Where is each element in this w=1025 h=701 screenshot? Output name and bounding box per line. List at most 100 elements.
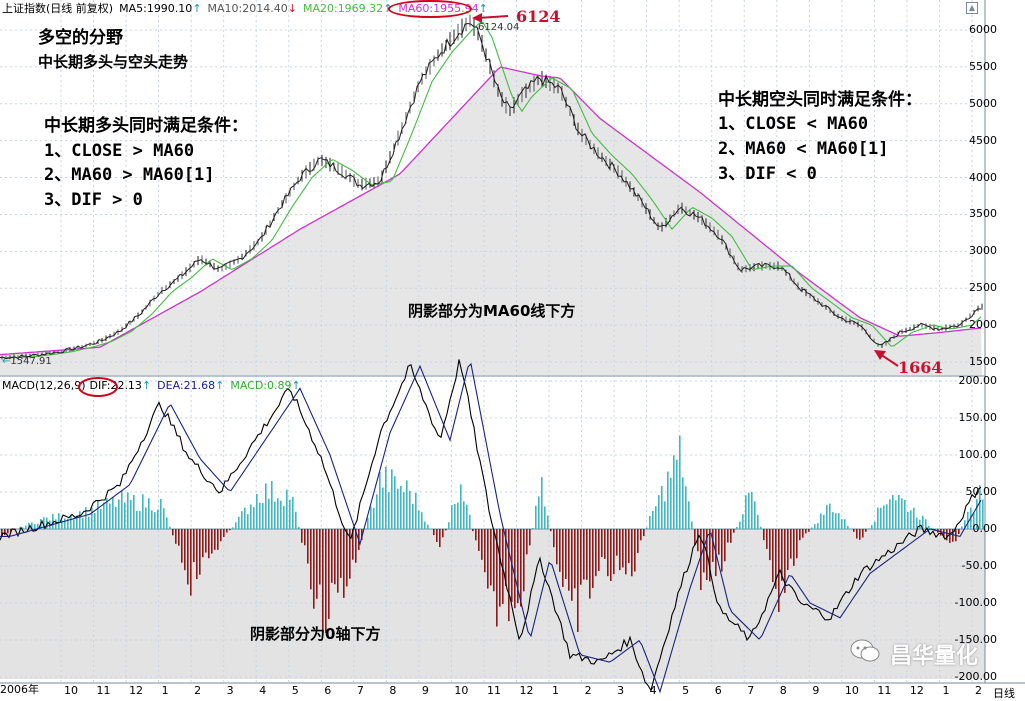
peak-arrow [477, 15, 509, 19]
macd-down-bar [589, 529, 591, 599]
macd-up-bar [82, 518, 84, 529]
macd-up-bar [895, 500, 897, 529]
macd-up-bar [925, 519, 927, 529]
date-axis-tick: 5 [291, 684, 299, 697]
macd-up-bar [547, 515, 549, 529]
date-axis-tick: 3 [226, 684, 234, 697]
bear-condition-2: 2、MA60 < MA60[1] [718, 139, 889, 159]
macd-up-bar [382, 487, 384, 529]
date-axis-tick: 4 [649, 684, 657, 697]
macd-down-bar [721, 529, 723, 572]
macd-down-bar [793, 529, 795, 566]
macd-down-bar [712, 529, 714, 562]
macd-down-bar [349, 529, 351, 579]
watermark-text: 昌华量化 [890, 644, 979, 669]
macd-up-bar [166, 517, 168, 529]
macd-down-bar [643, 529, 645, 537]
macd-down-bar [553, 529, 555, 548]
macd-down-bar [328, 529, 330, 619]
dif-line [0, 359, 982, 692]
scroll-up-icon[interactable]: ▲ [966, 2, 978, 14]
macd-down-bar [517, 529, 519, 604]
macd-up-bar [259, 502, 261, 529]
date-axis-tick: 7 [747, 684, 755, 697]
macd-down-bar [355, 529, 357, 563]
macd-axis-tick: -200.00 [954, 670, 997, 683]
macd-down-bar [628, 529, 630, 564]
date-axis-tick: 3 [617, 684, 625, 697]
macd-down-bar [214, 529, 216, 550]
macd-down-bar [1, 529, 3, 537]
macd-up-bar [265, 483, 267, 529]
macd-up-bar [904, 500, 906, 529]
macd-down-bar [568, 529, 570, 591]
ma5-value: MA5:1990.10↑ [119, 2, 202, 15]
macd-up-bar [667, 471, 669, 529]
index-name: 上证指数(日线 前复权) [2, 2, 114, 15]
macd-up-bar [418, 510, 420, 529]
macd-up-bar [898, 494, 900, 529]
macd-down-bar [223, 529, 225, 537]
macd-down-bar [787, 529, 789, 570]
macd-down-bar [775, 529, 777, 589]
macd-down-bar [580, 529, 582, 585]
macd-up-bar [469, 514, 471, 529]
macd-down-bar [220, 529, 222, 542]
macd-up-bar [373, 507, 375, 529]
date-axis-tick: 10 [454, 684, 469, 697]
price-axis-tick: 5500 [969, 59, 997, 73]
macd-up-bar [133, 494, 135, 529]
macd-down-bar [799, 529, 801, 541]
macd-down-bar [613, 529, 615, 575]
macd-up-bar [679, 435, 681, 529]
macd-up-bar [94, 513, 96, 529]
macd-down-bar [724, 529, 726, 562]
macd-header: MACD(12,26,9) DIF:22.13↑ DEA:21.68↑ MACD:0.… [2, 379, 307, 393]
macd-up-bar [691, 521, 693, 529]
macd-up-bar [979, 485, 981, 529]
macd-down-bar [763, 529, 765, 541]
chart-subtitle: 中长期多头与空头走势 [38, 53, 189, 71]
macd-up-bar [25, 525, 27, 529]
macd-axis-tick: 0.00 [972, 522, 998, 535]
macd-down-bar [205, 529, 207, 553]
macd-up-bar [919, 519, 921, 529]
macd-down-bar [445, 529, 447, 531]
macd-down-bar [730, 529, 732, 543]
macd-down-bar [316, 529, 318, 599]
macd-up-bar [124, 502, 126, 529]
price-axis-tick: 1500 [969, 355, 997, 368]
macd-down-bar [340, 529, 342, 578]
macd-up-bar [139, 511, 141, 529]
macd-down-bar [616, 529, 618, 556]
macd-up-bar [922, 515, 924, 529]
macd-down-bar [307, 529, 309, 564]
macd-down-bar [637, 529, 639, 553]
macd-down-bar [595, 529, 597, 577]
macd-down-bar [805, 529, 807, 534]
macd-down-bar [10, 529, 12, 532]
macd-down-bar [592, 529, 594, 588]
date-axis-tick: 6 [714, 684, 722, 697]
macd-down-bar [952, 529, 954, 542]
ma10-value: MA10:2014.40↓ [207, 2, 297, 15]
macd-down-bar [217, 529, 219, 550]
macd-down-bar [625, 529, 627, 575]
macd-up-bar [880, 507, 882, 529]
macd-axis-tick: 200.00 [958, 374, 998, 387]
macd-up-bar [649, 516, 651, 529]
period-label[interactable]: 日线 [993, 687, 1015, 700]
macd-down-bar [694, 529, 696, 546]
macd-up-bar [541, 477, 543, 529]
macd-up-bar [460, 484, 462, 529]
macd-up-bar [274, 501, 276, 529]
macd-down-bar [718, 529, 720, 555]
macd-down-bar [493, 529, 495, 592]
macd-down-bar [604, 529, 606, 559]
macd-up-bar [289, 499, 291, 529]
price-axis-tick: 5000 [969, 96, 997, 110]
macd-up-bar [97, 500, 99, 529]
macd-up-bar [88, 516, 90, 529]
macd-up-bar [151, 510, 153, 529]
macd-up-bar [757, 514, 759, 529]
